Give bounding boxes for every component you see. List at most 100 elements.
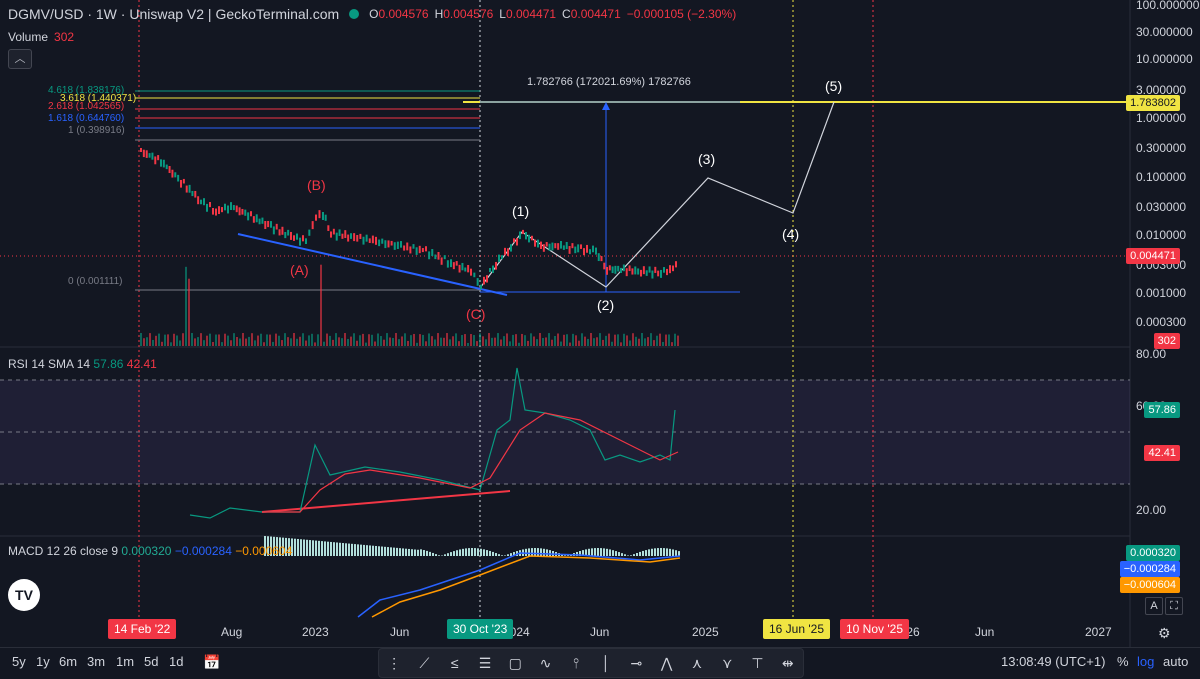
macd-bar xyxy=(429,552,431,556)
candle xyxy=(492,266,494,273)
candle xyxy=(191,191,193,196)
wave-label-1: (1) xyxy=(512,203,529,219)
trendline-tool-icon[interactable]: ⟋ xyxy=(411,655,437,672)
symbol-title[interactable]: DGMV/USD · 1W · Uniswap V2 | GeckoTermin… xyxy=(8,6,339,22)
timeframe-5y[interactable]: 5y xyxy=(12,654,26,669)
candle xyxy=(557,243,559,250)
rsi-axis-label: 20.00 xyxy=(1136,503,1166,517)
candle xyxy=(649,266,651,272)
candle xyxy=(322,212,324,220)
position-tool-icon[interactable]: ⫯ xyxy=(563,655,589,672)
tradingview-logo[interactable]: TV xyxy=(8,579,40,611)
fullscreen-icon[interactable]: ⛶ xyxy=(1165,597,1183,615)
volume-bar xyxy=(500,340,502,346)
auto-scale-button[interactable]: A xyxy=(1145,597,1163,615)
macd-bar xyxy=(597,548,599,556)
fib-tool-icon[interactable]: ☰ xyxy=(472,655,498,672)
candle xyxy=(356,235,358,242)
timeframe-6m[interactable]: 6m xyxy=(59,654,77,669)
rectangle-tool-icon[interactable]: ▢ xyxy=(502,655,528,672)
fan-tool-icon[interactable]: ≤ xyxy=(442,655,468,671)
volume-bar xyxy=(656,336,658,346)
volume-bar xyxy=(473,335,475,346)
macd-bar xyxy=(657,548,659,556)
volume-bar xyxy=(362,334,364,346)
macd-bar xyxy=(615,551,617,556)
macd-bar xyxy=(492,552,494,556)
wave-label-3: (3) xyxy=(698,151,715,167)
drag-handle-icon[interactable]: ⋮ xyxy=(381,655,407,672)
macd-bar xyxy=(432,553,434,556)
log-scale-toggle[interactable]: log xyxy=(1137,654,1154,669)
macd-bar xyxy=(648,549,650,556)
horizontal-ray-tool-icon[interactable]: ⊸ xyxy=(623,655,649,672)
price-axis-label: 1.000000 xyxy=(1136,111,1186,125)
macd-bar xyxy=(387,547,389,556)
elliott-abc-tool-icon[interactable]: ⋏ xyxy=(684,655,710,672)
macd-bar xyxy=(543,549,545,556)
candle xyxy=(302,235,304,241)
measure-tool-icon[interactable]: ⇹ xyxy=(775,655,801,672)
fib-label: 0 (0.001111) xyxy=(68,276,122,287)
timeframe-5d[interactable]: 5d xyxy=(144,654,158,669)
macd-legend[interactable]: MACD 12 26 close 9 0.000320 −0.000284 −0… xyxy=(8,544,292,558)
candle xyxy=(444,255,446,259)
time-axis-label: 2027 xyxy=(1085,625,1112,639)
clock[interactable]: 13:08:49 (UTC+1) xyxy=(1001,654,1105,669)
auto-scale-toggle[interactable]: auto xyxy=(1163,654,1188,669)
volume-bar xyxy=(635,337,637,346)
timeframe-1y[interactable]: 1y xyxy=(36,654,50,669)
collapse-legend-button[interactable]: ︿ xyxy=(8,49,32,69)
volume-bar xyxy=(245,339,247,346)
candle xyxy=(203,198,205,205)
time-axis-label: Jun xyxy=(390,625,409,639)
volume-bar xyxy=(233,333,235,346)
candle xyxy=(250,211,252,216)
macd-bar xyxy=(567,555,569,556)
volume-bar xyxy=(527,341,529,346)
candle xyxy=(406,243,408,251)
timeframe-1d[interactable]: 1d xyxy=(169,654,183,669)
macd-bar xyxy=(678,551,680,556)
elliott-impulse-tool-icon[interactable]: ⋀ xyxy=(654,655,680,672)
elliott-triangle-tool-icon[interactable]: ⋎ xyxy=(714,655,740,672)
macd-bar xyxy=(318,541,320,556)
volume-bar xyxy=(578,341,580,346)
macd-signal-badge: −0.000284 xyxy=(1120,561,1180,577)
macd-bar xyxy=(474,548,476,556)
settings-gear-icon[interactable]: ⚙ xyxy=(1158,625,1171,642)
path-tool-icon[interactable]: ∿ xyxy=(533,655,559,672)
volume-bar xyxy=(524,335,526,346)
volume-bar xyxy=(353,333,355,346)
volume-bar xyxy=(548,333,550,346)
candle xyxy=(391,241,393,246)
macd-bar xyxy=(549,550,551,556)
candle xyxy=(344,230,346,238)
volume-bar xyxy=(545,337,547,346)
volume-bar xyxy=(575,335,577,346)
volume-bar xyxy=(464,334,466,346)
macd-bar xyxy=(345,543,347,556)
vertical-line-tool-icon[interactable]: │ xyxy=(593,655,619,671)
timeframe-1m[interactable]: 1m xyxy=(116,654,134,669)
date-range-icon[interactable]: 📅 xyxy=(203,654,220,671)
anchor-tool-icon[interactable]: ⊤ xyxy=(745,655,771,672)
volume-bar xyxy=(668,334,670,346)
percent-scale-toggle[interactable]: % xyxy=(1117,654,1129,669)
price-candles xyxy=(140,148,677,289)
volume-bar xyxy=(221,342,223,346)
time-badge-red: 10 Nov '25 xyxy=(840,619,909,639)
candle xyxy=(419,246,421,253)
volume-bar xyxy=(194,338,196,346)
volume-bar xyxy=(587,339,589,346)
rsi-legend[interactable]: RSI 14 SMA 14 57.86 42.41 xyxy=(8,357,157,371)
volume-bar xyxy=(185,267,187,346)
timeframe-3m[interactable]: 3m xyxy=(87,654,105,669)
candle xyxy=(549,244,551,251)
candle xyxy=(293,235,295,241)
volume-bar xyxy=(140,333,142,346)
candle xyxy=(606,267,608,275)
macd-bar xyxy=(540,548,542,556)
macd-bar xyxy=(471,548,473,556)
